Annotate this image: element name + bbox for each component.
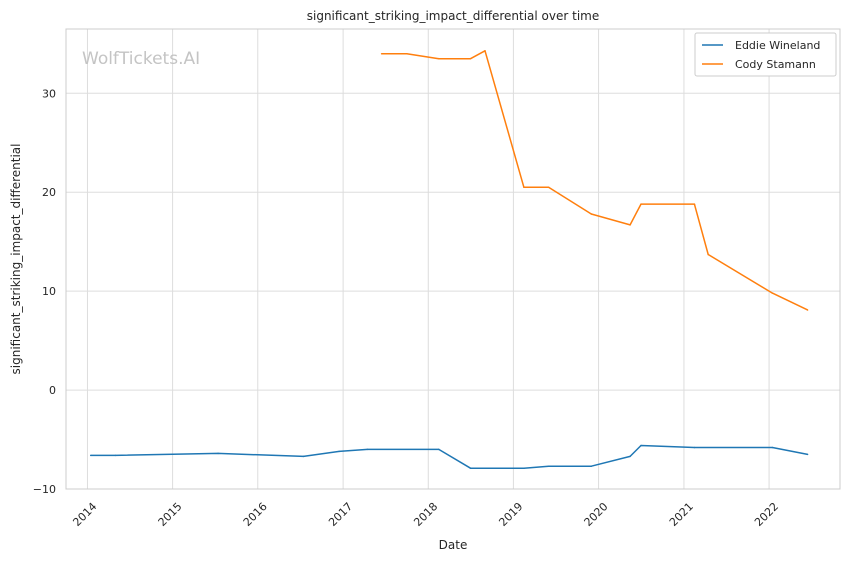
data-point-cody-stamann bbox=[438, 57, 440, 60]
data-point-cody-stamann bbox=[523, 186, 525, 189]
legend-label-eddie-wineland: Eddie Wineland bbox=[735, 39, 820, 52]
data-point-eddie-wineland bbox=[89, 454, 92, 457]
data-point-cody-stamann bbox=[469, 57, 472, 60]
data-point-cody-stamann bbox=[693, 203, 696, 205]
data-point-cody-stamann bbox=[806, 309, 809, 311]
legend: Eddie Wineland Cody Stamann bbox=[694, 32, 837, 77]
y-tick-label: 30 bbox=[42, 87, 56, 100]
y-axis-label: significant_striking_impact_differential bbox=[9, 144, 23, 375]
data-point-eddie-wineland bbox=[590, 465, 593, 467]
data-point-cody-stamann bbox=[640, 203, 642, 205]
y-tick-label: 10 bbox=[42, 285, 56, 298]
x-axis-label: Date bbox=[439, 538, 468, 552]
data-point-eddie-wineland bbox=[547, 465, 550, 467]
series-line-eddie-wineland bbox=[90, 444, 808, 469]
data-point-cody-stamann bbox=[629, 224, 631, 226]
legend-label-cody-stamann: Cody Stamann bbox=[735, 58, 816, 71]
chart-title: significant_striking_impact_differential… bbox=[307, 9, 599, 23]
data-point-cody-stamann bbox=[484, 50, 486, 52]
data-point-eddie-wineland bbox=[438, 448, 440, 451]
y-tick-label: 20 bbox=[42, 186, 56, 199]
data-point-eddie-wineland bbox=[338, 450, 340, 453]
data-point-eddie-wineland bbox=[771, 446, 774, 449]
data-point-cody-stamann bbox=[590, 213, 593, 215]
y-tick-label: 0 bbox=[49, 384, 56, 397]
data-point-eddie-wineland bbox=[302, 455, 305, 458]
series-layer bbox=[89, 50, 809, 469]
data-point-eddie-wineland bbox=[366, 448, 369, 451]
y-tick-label: −10 bbox=[33, 483, 56, 496]
data-point-eddie-wineland bbox=[217, 452, 219, 455]
data-point-eddie-wineland bbox=[693, 446, 696, 449]
plot-frame bbox=[65, 28, 841, 490]
data-point-eddie-wineland bbox=[469, 467, 472, 469]
data-point-eddie-wineland bbox=[640, 444, 642, 447]
data-point-cody-stamann bbox=[380, 52, 383, 55]
y-axis-ticks: −10 0 10 20 30 bbox=[33, 87, 56, 496]
watermark: WolfTickets.AI bbox=[82, 49, 200, 69]
data-point-cody-stamann bbox=[406, 52, 408, 55]
data-point-cody-stamann bbox=[771, 292, 774, 294]
grid bbox=[66, 29, 840, 490]
series-line-cody-stamann bbox=[381, 50, 808, 311]
data-point-cody-stamann bbox=[707, 253, 709, 256]
data-point-eddie-wineland bbox=[806, 453, 809, 456]
data-point-eddie-wineland bbox=[114, 454, 117, 457]
data-point-cody-stamann bbox=[547, 186, 550, 189]
legend-box bbox=[694, 32, 837, 77]
data-point-eddie-wineland bbox=[523, 467, 525, 469]
data-point-eddie-wineland bbox=[629, 455, 631, 458]
